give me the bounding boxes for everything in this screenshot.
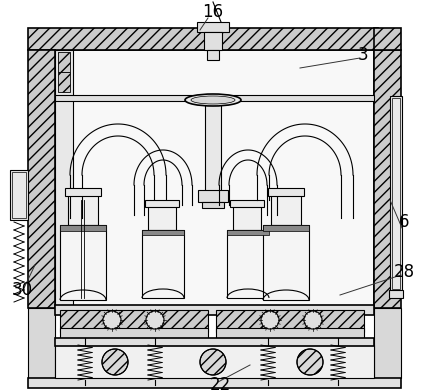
Bar: [28, 378, 401, 388]
Bar: [227, 230, 269, 298]
Bar: [271, 193, 301, 225]
Bar: [55, 95, 374, 101]
Circle shape: [200, 349, 226, 375]
Bar: [58, 52, 70, 72]
Text: 16: 16: [202, 3, 224, 21]
Bar: [233, 205, 261, 230]
Bar: [55, 50, 73, 308]
Bar: [227, 230, 269, 235]
Circle shape: [146, 311, 164, 329]
Bar: [148, 205, 176, 230]
Bar: [374, 28, 401, 50]
Bar: [60, 328, 208, 340]
Bar: [263, 225, 309, 231]
Text: 30: 30: [12, 281, 33, 299]
Bar: [142, 230, 184, 235]
Bar: [65, 188, 101, 196]
Bar: [392, 98, 400, 289]
Bar: [198, 190, 228, 202]
Bar: [28, 50, 55, 308]
Bar: [374, 308, 401, 378]
Bar: [216, 310, 364, 332]
Bar: [197, 22, 229, 32]
Bar: [28, 28, 378, 50]
Bar: [389, 290, 403, 298]
Bar: [12, 172, 26, 218]
Bar: [263, 225, 309, 300]
Bar: [390, 96, 402, 291]
Text: 22: 22: [209, 376, 231, 391]
Bar: [55, 305, 374, 315]
Bar: [230, 200, 264, 207]
Circle shape: [103, 311, 121, 329]
Bar: [145, 200, 179, 207]
Circle shape: [261, 311, 279, 329]
Bar: [216, 328, 364, 340]
Circle shape: [304, 311, 322, 329]
Bar: [202, 202, 224, 208]
Bar: [55, 345, 374, 378]
Bar: [58, 72, 70, 92]
Bar: [205, 100, 221, 195]
Bar: [204, 32, 222, 50]
Bar: [55, 338, 374, 346]
Bar: [60, 225, 106, 231]
Text: 6: 6: [399, 213, 409, 231]
Bar: [10, 170, 28, 220]
Circle shape: [102, 349, 128, 375]
Bar: [374, 50, 401, 308]
Text: 28: 28: [393, 263, 414, 281]
Bar: [28, 308, 55, 378]
Ellipse shape: [191, 96, 235, 104]
Ellipse shape: [185, 94, 241, 106]
Bar: [268, 188, 304, 196]
Bar: [68, 193, 98, 225]
Circle shape: [297, 349, 323, 375]
Bar: [142, 230, 184, 298]
Bar: [60, 225, 106, 300]
Bar: [60, 310, 208, 332]
Bar: [207, 50, 219, 60]
Bar: [55, 50, 374, 308]
Text: 3: 3: [358, 46, 369, 64]
